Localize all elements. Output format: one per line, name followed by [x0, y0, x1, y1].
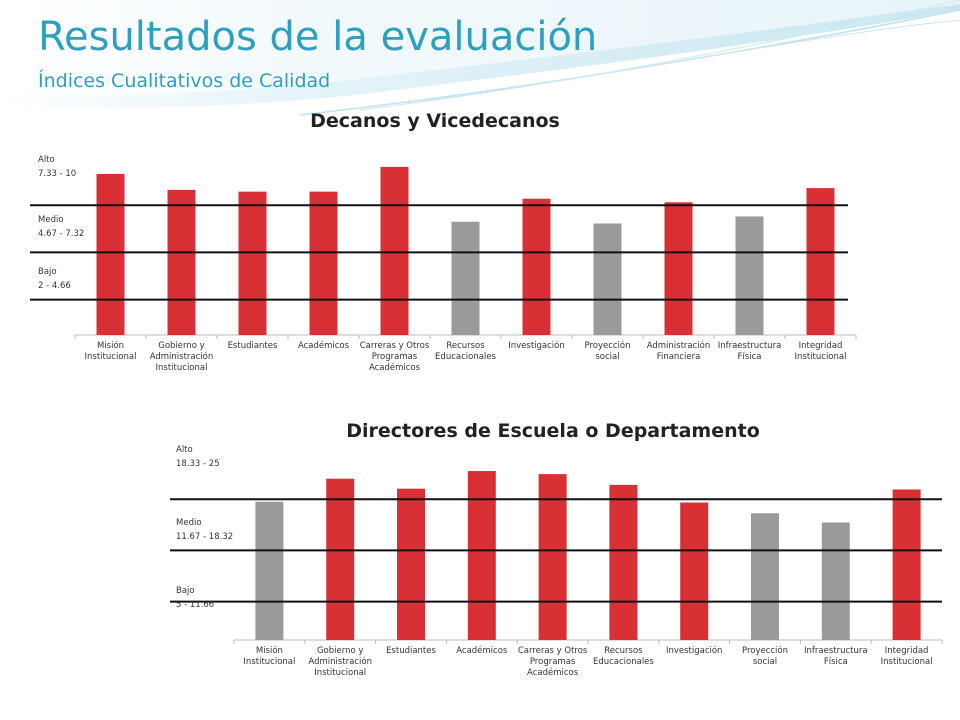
- x-tick-label: Gobierno y Administración Institucional: [308, 646, 372, 678]
- bar: [309, 191, 338, 335]
- x-tick-label: Integridad Institucional: [795, 341, 847, 362]
- x-tick-label: Estudiantes: [228, 341, 278, 351]
- band-label-name: Alto: [38, 155, 55, 165]
- bar: [664, 202, 693, 335]
- bar: [821, 522, 850, 640]
- bar: [467, 471, 496, 640]
- x-tick-label: Estudiantes: [386, 646, 436, 656]
- bar: [451, 221, 480, 335]
- header-swoosh-decoration: [0, 0, 960, 116]
- x-tick-label: Proyección social: [742, 645, 788, 667]
- slide-subtitle: Índices Cualitativos de Calidad: [38, 70, 331, 92]
- band-label-range: 5 - 11.66: [176, 600, 214, 610]
- band-label-name: Medio: [176, 518, 202, 528]
- bar: [538, 474, 567, 640]
- x-tick-label: Carreras y Otros Programas Académicos: [360, 341, 430, 373]
- band-label-range: 2 - 4.66: [38, 281, 71, 291]
- band-label-name: Bajo: [176, 586, 195, 596]
- band-label-range: 18.33 - 25: [176, 459, 220, 469]
- chart-2-title: Directores de Escuela o Departamento: [346, 420, 760, 442]
- bar: [680, 502, 709, 640]
- bar: [593, 223, 622, 335]
- bar: [892, 489, 921, 640]
- x-tick-label: Recursos Educacionales: [435, 341, 496, 362]
- chart-1-title: Decanos y Vicedecanos: [310, 110, 560, 132]
- x-tick-label: Investigación: [508, 340, 565, 351]
- bar: [167, 189, 196, 335]
- bar: [751, 513, 779, 640]
- x-tick-label: Misión Institucional: [243, 645, 295, 667]
- band-label-range: 11.67 - 18.32: [176, 532, 233, 542]
- band-label-range: 7.33 - 10: [38, 169, 76, 179]
- x-tick-label: Infraestructura Física: [718, 341, 782, 362]
- x-tick-label: Académicos: [298, 340, 350, 351]
- bar: [326, 478, 355, 640]
- band-label-range: 4.67 - 7.32: [38, 229, 84, 239]
- bar: [609, 484, 638, 640]
- bar: [522, 198, 551, 335]
- x-tick-label: Misión Institucional: [85, 340, 137, 362]
- band-label-name: Medio: [38, 215, 64, 225]
- bar: [806, 188, 835, 335]
- x-tick-label: Carreras y Otros Programas Académicos: [518, 646, 588, 678]
- x-tick-label: Integridad Institucional: [881, 646, 933, 667]
- x-tick-label: Administración Financiera: [647, 340, 711, 362]
- bar: [96, 173, 125, 335]
- band-label-name: Bajo: [38, 267, 57, 277]
- band-label-name: Alto: [176, 445, 193, 455]
- x-tick-label: Infraestructura Física: [804, 646, 868, 667]
- bar: [255, 501, 284, 640]
- bar: [238, 191, 267, 335]
- x-tick-label: Investigación: [666, 645, 723, 656]
- x-tick-label: Académicos: [456, 645, 508, 656]
- bar: [397, 488, 425, 640]
- x-tick-label: Gobierno y Administración Institucional: [150, 341, 214, 373]
- bar: [735, 216, 764, 335]
- bar: [380, 166, 409, 335]
- x-tick-label: Recursos Educacionales: [593, 646, 654, 667]
- x-tick-label: Proyección social: [584, 340, 630, 362]
- slide-title: Resultados de la evaluación: [38, 14, 598, 60]
